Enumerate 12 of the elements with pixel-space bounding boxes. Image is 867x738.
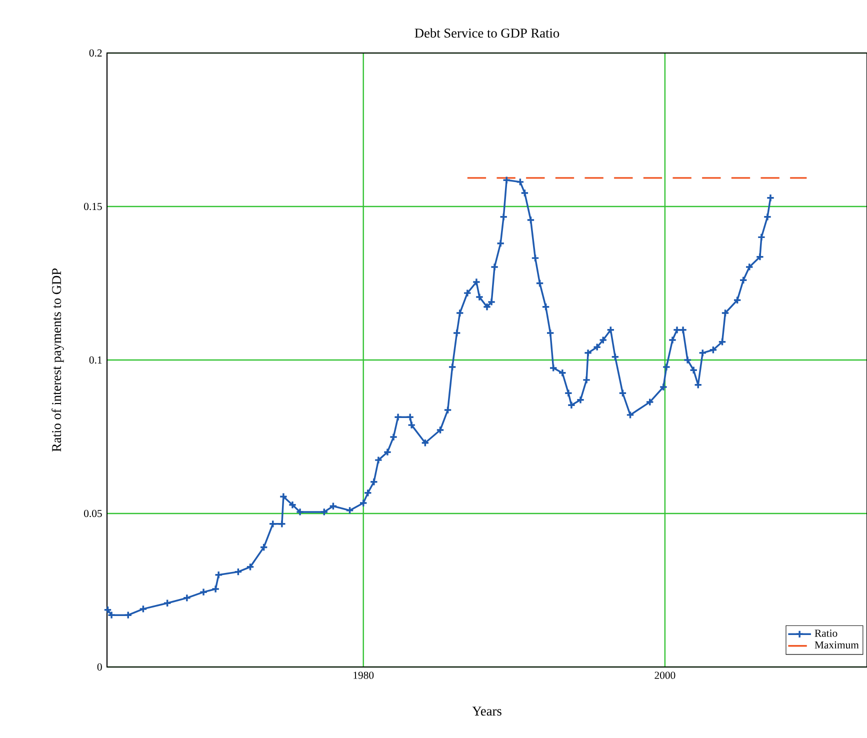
y-tick-label: 0 bbox=[97, 663, 102, 671]
legend-label: Ratio bbox=[814, 630, 838, 637]
y-tick-label: 0.2 bbox=[89, 49, 102, 57]
y-tick-label: 0.05 bbox=[84, 510, 102, 518]
chart-title: Debt Service to GDP Ratio bbox=[414, 28, 560, 38]
x-tick-label: 1980 bbox=[354, 672, 374, 679]
y-tick-label: 0.15 bbox=[84, 202, 102, 210]
y-tick-label: 0.1 bbox=[89, 356, 102, 364]
y-axis-title: Ratio of interest payments to GDP bbox=[52, 268, 64, 452]
legend-label: Maximum bbox=[814, 641, 859, 649]
x-tick-label: 2000 bbox=[654, 672, 676, 679]
x-axis-title: Years bbox=[472, 706, 502, 716]
